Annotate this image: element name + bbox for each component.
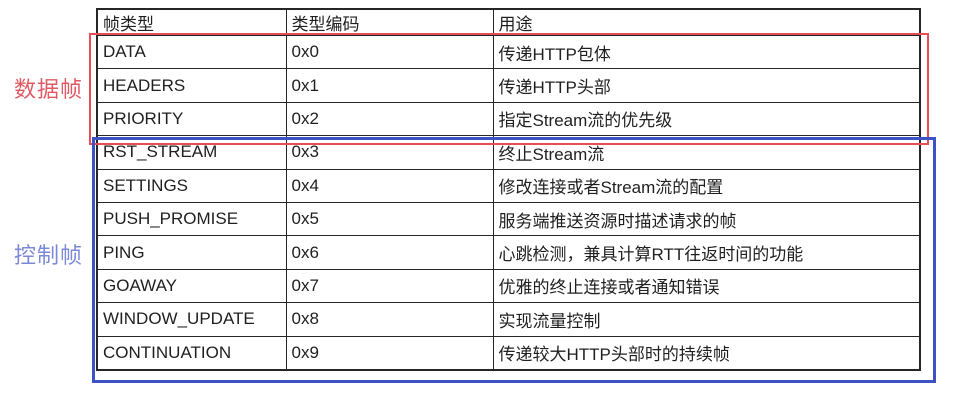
type-code-cell: 0x3 [285,135,494,170]
table-row: WINDOW_UPDATE 0x8 实现流量控制 [96,302,921,337]
purpose-cell: 传递HTTP头部 [492,68,921,103]
frame-type-cell: GOAWAY [96,268,287,304]
purpose-cell: 传递HTTP包体 [492,34,921,70]
frame-type-cell: PRIORITY [96,101,287,137]
column-header-purpose: 用途 [492,8,921,36]
frame-type-table: 帧类型 类型编码 用途 DATA 0x0 传递HTTP包体 HEADERS 0x1 传递H… [96,8,921,371]
table-row: RST_STREAM 0x3 终止Stream流 [96,135,921,170]
type-code-cell: 0x7 [285,268,494,304]
control-frames-label: 控制帧 [14,243,84,268]
frame-type-cell: RST_STREAM [96,135,287,170]
type-code-cell: 0x6 [285,235,494,270]
type-code-cell: 0x8 [285,302,494,337]
type-code-cell: 0x0 [285,34,494,70]
table-row: SETTINGS 0x4 修改连接或者Stream流的配置 [96,168,921,203]
table-row: GOAWAY 0x7 优雅的终止连接或者通知错误 [96,268,921,304]
table-row: PING 0x6 心跳检测，兼具计算RTT往返时间的功能 [96,235,921,270]
frame-type-cell: CONTINUATION [96,335,287,371]
type-code-cell: 0x5 [285,201,494,237]
frame-type-cell: WINDOW_UPDATE [96,302,287,337]
purpose-cell: 传递较大HTTP头部时的持续帧 [492,335,921,371]
purpose-cell: 终止Stream流 [492,135,921,170]
frame-type-cell: SETTINGS [96,168,287,203]
purpose-cell: 心跳检测，兼具计算RTT往返时间的功能 [492,235,921,270]
data-frames-label: 数据帧 [14,77,84,102]
table-row: DATA 0x0 传递HTTP包体 [96,34,921,70]
table-header-row: 帧类型 类型编码 用途 [96,8,921,36]
table-row: CONTINUATION 0x9 传递较大HTTP头部时的持续帧 [96,335,921,371]
purpose-cell: 服务端推送资源时描述请求的帧 [492,201,921,237]
purpose-cell: 实现流量控制 [492,302,921,337]
frame-type-cell: PING [96,235,287,270]
column-header-type-code: 类型编码 [285,8,494,36]
type-code-cell: 0x9 [285,335,494,371]
table-row: HEADERS 0x1 传递HTTP头部 [96,68,921,103]
table-row: PUSH_PROMISE 0x5 服务端推送资源时描述请求的帧 [96,201,921,237]
frame-type-cell: PUSH_PROMISE [96,201,287,237]
purpose-cell: 指定Stream流的优先级 [492,101,921,137]
frame-table-body: DATA 0x0 传递HTTP包体 HEADERS 0x1 传递HTTP头部 PRIORIT… [96,34,921,371]
type-code-cell: 0x4 [285,168,494,203]
frame-type-cell: HEADERS [96,68,287,103]
column-header-frame-type: 帧类型 [96,8,287,36]
table-row: PRIORITY 0x2 指定Stream流的优先级 [96,101,921,137]
type-code-cell: 0x1 [285,68,494,103]
purpose-cell: 优雅的终止连接或者通知错误 [492,268,921,304]
purpose-cell: 修改连接或者Stream流的配置 [492,168,921,203]
frame-type-cell: DATA [96,34,287,70]
type-code-cell: 0x2 [285,101,494,137]
